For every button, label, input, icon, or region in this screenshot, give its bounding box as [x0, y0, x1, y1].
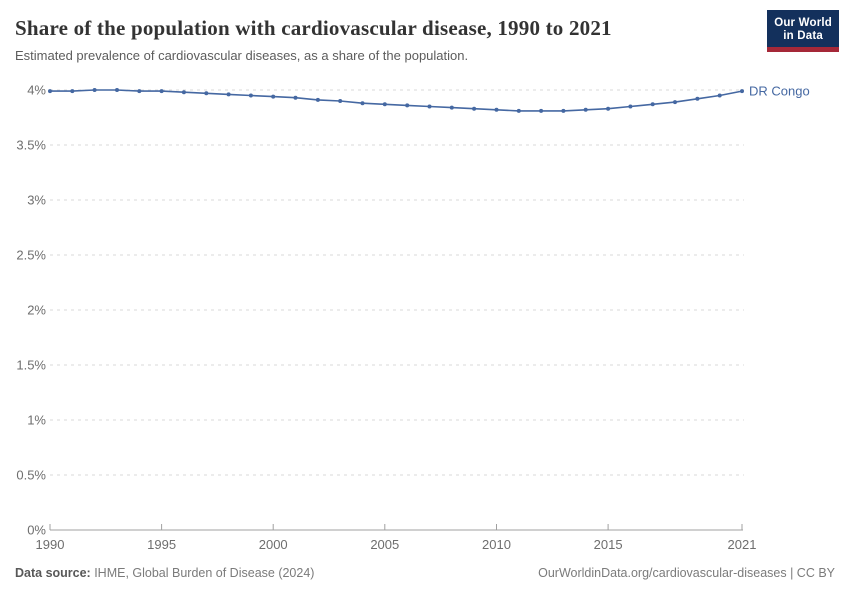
- data-point: [516, 108, 521, 113]
- y-axis-tick-label: 1.5%: [16, 358, 46, 373]
- owid-logo: Our World in Data: [767, 10, 839, 52]
- data-line: [50, 89, 743, 112]
- x-axis-tick-label: 1995: [147, 537, 176, 552]
- data-point: [115, 88, 119, 92]
- y-axis-tick-label: 0.5%: [16, 468, 46, 483]
- data-point: [360, 101, 365, 106]
- y-axis-tick-label: 3.5%: [16, 138, 46, 153]
- data-point: [427, 104, 432, 109]
- data-point: [181, 90, 186, 95]
- y-axis-tick-label: 0%: [27, 523, 46, 538]
- x-axis-tick-label: 2000: [259, 537, 288, 552]
- data-source-label: Data source:: [15, 566, 91, 580]
- data-point: [561, 108, 566, 113]
- credit-line: OurWorldinData.org/cardiovascular-diseas…: [538, 566, 835, 580]
- data-point: [606, 106, 611, 111]
- chart-footer: Data source: IHME, Global Burden of Dise…: [15, 565, 835, 582]
- data-point: [740, 89, 744, 94]
- chart-header: Share of the population with cardiovascu…: [15, 16, 760, 64]
- data-point: [338, 99, 343, 103]
- data-point: [650, 102, 655, 107]
- y-axis-tick-label: 4%: [27, 83, 46, 98]
- data-point: [472, 106, 477, 111]
- y-axis-tick-label: 1%: [27, 413, 46, 428]
- data-point: [494, 107, 499, 112]
- data-point: [695, 96, 700, 101]
- data-point: [539, 108, 544, 113]
- data-point: [583, 107, 588, 112]
- data-point: [204, 91, 209, 96]
- y-axis-tick-label: 2.5%: [16, 248, 46, 263]
- chart-title: Share of the population with cardiovascu…: [15, 16, 612, 40]
- owid-logo-line1: Our World: [774, 17, 832, 29]
- data-point: [48, 89, 52, 94]
- data-point: [159, 89, 164, 94]
- chart-subtitle: Estimated prevalence of cardiovascular d…: [15, 48, 469, 63]
- x-axis-tick-label: 2021: [728, 537, 757, 552]
- x-axis-tick-label: 2010: [482, 537, 511, 552]
- data-point: [315, 97, 320, 102]
- data-point: [449, 105, 454, 110]
- data-point: [628, 104, 633, 109]
- data-point: [248, 93, 253, 98]
- data-source: Data source: IHME, Global Burden of Dise…: [15, 565, 314, 582]
- data-point: [405, 103, 410, 108]
- data-source-value: IHME, Global Burden of Disease (2024): [90, 566, 315, 580]
- series-label: DR Congo: [749, 84, 810, 99]
- x-axis-tick-label: 2005: [370, 537, 399, 552]
- data-point: [137, 89, 142, 94]
- y-axis-tick-label: 3%: [27, 193, 46, 208]
- data-point: [271, 94, 276, 99]
- x-axis-tick-label: 1990: [36, 537, 65, 552]
- data-point: [382, 102, 387, 107]
- data-point: [673, 100, 677, 105]
- y-axis-tick-label: 2%: [27, 303, 46, 318]
- owid-logo-line2: in Data: [783, 30, 823, 42]
- x-axis-tick-label: 2015: [594, 537, 623, 552]
- data-point: [92, 88, 97, 92]
- data-point: [226, 92, 231, 97]
- data-point: [70, 89, 75, 94]
- data-point: [293, 95, 298, 100]
- data-point: [717, 93, 722, 98]
